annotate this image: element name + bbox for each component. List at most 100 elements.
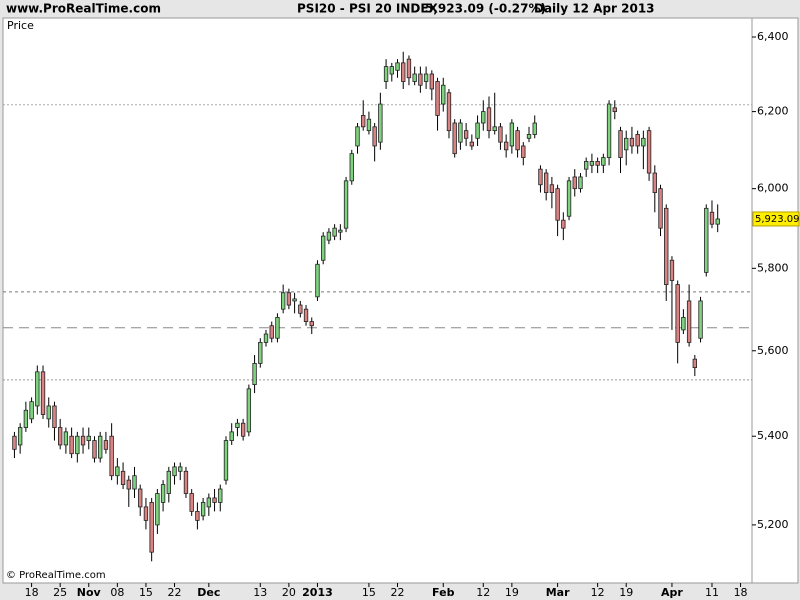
candle-body [17,427,23,446]
candle-body [189,493,194,512]
candle-body [138,488,143,508]
candle-body [486,107,492,132]
candle-body [601,157,606,166]
candle-body [303,308,309,322]
candle-body [681,317,686,331]
x-tick-label: 15 [139,586,153,599]
candle-body [58,427,63,446]
candle-body [229,431,234,441]
y-tick-label: 5,200 [757,518,789,531]
candle-body [561,219,566,229]
candle-body [606,103,612,158]
candle-body [40,371,46,415]
candle-body [378,103,383,143]
candle-body [532,122,537,135]
candle-body [86,435,91,441]
candle-body [29,401,34,420]
candle-body [143,506,149,521]
candle-body [263,333,269,343]
candle-body [183,470,189,494]
candle-body [218,488,223,503]
x-tick-label: 25 [53,586,67,599]
candle-body [132,475,137,490]
candle-body [92,440,97,459]
y-tick-label: 6,200 [757,105,789,118]
last-price-box [752,211,800,227]
candle-body [98,435,103,459]
candle-body [240,422,246,437]
x-tick-label: 12 [476,586,490,599]
candle-body [343,180,349,229]
y-tick-label: 6,400 [757,30,789,43]
x-tick-label: 19 [505,586,519,599]
x-tick-label: 22 [168,586,182,599]
candle-body [252,362,257,385]
candle-body [195,510,200,521]
candle-body [35,371,40,407]
x-tick-label: Mar [546,586,570,599]
candle-body [120,470,126,485]
candle-body [509,122,515,147]
candle-body [401,62,406,82]
candle-body [326,231,332,241]
candle-body [543,172,549,193]
site-name: www.ProRealTime.com [6,2,161,16]
x-tick-label: 13 [253,586,267,599]
candle-body [521,145,526,158]
candle-body [235,422,240,428]
candle-body [423,73,429,82]
last-price-label: 5,923.09 [755,214,800,225]
candle-body [469,141,475,147]
candle-body [698,300,703,339]
candle-body [269,325,274,339]
candle-body [75,435,80,455]
candle-body [624,137,629,151]
candle-body [63,431,69,446]
x-tick-label: 15 [362,586,376,599]
candle-body [475,122,480,139]
candle-body [515,130,520,151]
candle-body [441,84,446,105]
candle-body [526,134,532,139]
candle-body [172,466,177,477]
candle-body [446,92,452,132]
x-tick-label: Feb [432,586,455,599]
candle-body [109,435,114,477]
candle-body [361,115,366,128]
candle-body [418,73,423,86]
candle-body [46,405,51,420]
candle-body [715,218,720,225]
x-tick-label: 19 [619,586,633,599]
candle-body [641,137,646,147]
candle-body [395,62,400,71]
candle-body [618,130,623,158]
candle-body [692,358,697,369]
candle-body [629,137,635,147]
x-tick-label: 12 [591,586,605,599]
y-tick-label: 5,400 [757,429,789,442]
candle-body [212,497,217,503]
candle-body [275,317,280,339]
candle-body [498,126,503,143]
candle-body [23,409,29,428]
footer: © ProRealTime.com [6,570,106,581]
candle-body [503,141,509,151]
candle-body [298,304,303,314]
y-tick-label: 5,600 [757,344,789,357]
candle-body [635,134,640,147]
y-tick-label: 5,800 [757,261,789,274]
candle-body [366,118,372,132]
candle-body [349,153,354,182]
candle-body [292,298,297,302]
candle-body [178,466,183,472]
candle-body [149,502,154,553]
y-axis-area [751,17,799,584]
quote: 5,923.09 (-0.27%) [425,2,546,16]
candle-body [492,126,497,132]
candle-body [481,111,486,124]
candle-body [675,284,680,343]
marks [3,51,752,562]
x-tick-label: 11 [705,586,719,599]
